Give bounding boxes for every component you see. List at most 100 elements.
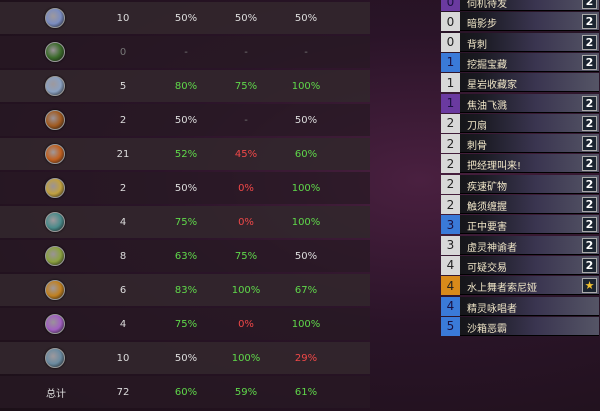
winrate-c2: 50% <box>234 12 258 24</box>
table-row: 10 50% 50% 50% <box>0 2 370 34</box>
table-row: 2 50% - 50% <box>0 104 370 136</box>
deck-card[interactable]: 3 正中要害 2 <box>441 215 599 235</box>
deck-card[interactable]: 2 刺骨 2 <box>441 134 599 154</box>
mana-cost: 2 <box>441 113 460 133</box>
class-icon-11 <box>45 348 65 368</box>
deck-card[interactable]: 0 暗影步 2 <box>441 12 599 32</box>
card-name: 把经理叫来! <box>467 161 522 173</box>
winrate-c3: 50% <box>294 114 318 126</box>
mana-cost: 1 <box>441 73 460 93</box>
deck-card[interactable]: 1 挖掘宝藏 2 <box>441 52 599 72</box>
class-icon-2 <box>45 42 65 62</box>
winrate-c1: - <box>184 46 188 58</box>
mana-cost: 3 <box>441 215 460 235</box>
mana-cost: 0 <box>441 12 460 32</box>
table-row: 8 63% 75% 50% <box>0 240 370 272</box>
card-name: 疾速矿物 <box>467 181 507 193</box>
card-count: 2 <box>582 14 597 30</box>
class-icon-9 <box>45 280 65 300</box>
card-name: 触须缠握 <box>467 202 507 213</box>
winrate-c3: 61% <box>294 386 318 398</box>
winrate-c1: 52% <box>174 148 198 160</box>
table-row: 4 75% 0% 100% <box>0 308 370 340</box>
games-count: 6 <box>119 284 127 296</box>
card-count: 2 <box>582 136 597 152</box>
winrate-c1: 50% <box>174 352 198 364</box>
table-row: 0 - - - <box>0 36 370 68</box>
deck-card[interactable]: 4 精灵咏唱者 <box>441 296 599 316</box>
deck-card[interactable]: 2 疾速矿物 2 <box>441 174 599 194</box>
deck-card[interactable]: 2 刀扇 2 <box>441 113 599 133</box>
table-row: 2 50% 0% 100% <box>0 172 370 204</box>
winrate-c3: 29% <box>294 352 318 364</box>
games-count: 4 <box>119 216 127 228</box>
deck-card[interactable]: 2 把经理叫来! 2 <box>441 154 599 174</box>
mana-cost: 1 <box>441 52 460 72</box>
mana-cost: 3 <box>441 235 460 255</box>
legendary-star-icon: ★ <box>582 278 597 294</box>
winrate-c2: 75% <box>234 250 258 262</box>
class-icon-7 <box>45 212 65 232</box>
card-count: 2 <box>582 237 597 253</box>
table-row: 6 83% 100% 67% <box>0 274 370 306</box>
winrate-c3: 60% <box>294 148 318 160</box>
deck-card[interactable]: 4 水上舞者索尼娅 ★ <box>441 276 599 296</box>
deck-card[interactable]: 3 虚灵神谕者 2 <box>441 235 599 255</box>
class-icon-5 <box>45 144 65 164</box>
class-icon-10 <box>45 314 65 334</box>
class-icon-1 <box>45 8 65 28</box>
card-count: 2 <box>582 54 597 70</box>
mana-cost: 4 <box>441 276 460 296</box>
mana-cost: 5 <box>441 316 460 336</box>
winrate-c2: 45% <box>234 148 258 160</box>
card-name: 精灵咏唱者 <box>467 303 517 315</box>
total-label: 总计 <box>46 388 66 400</box>
table-row: 4 75% 0% 100% <box>0 206 370 238</box>
card-name: 可疑交易 <box>467 262 507 274</box>
mana-cost: 4 <box>441 296 460 316</box>
mana-cost: 2 <box>441 174 460 194</box>
total-row: 总计 72 60% 59% 61% <box>0 376 370 408</box>
winrate-c2: 0% <box>238 318 254 330</box>
mana-cost: 2 <box>441 195 460 214</box>
table-row: 21 52% 45% 60% <box>0 138 370 170</box>
card-name: 焦油飞溅 <box>467 100 507 112</box>
mana-cost: 0 <box>441 0 460 11</box>
deck-card[interactable]: 4 可疑交易 2 <box>441 255 599 275</box>
mana-cost: 2 <box>441 134 460 154</box>
class-icon-6 <box>45 178 65 198</box>
winrate-c3: - <box>304 46 308 58</box>
deck-card[interactable]: 1 焦油飞溅 2 <box>441 93 599 113</box>
mana-cost: 4 <box>441 255 460 275</box>
mana-cost: 1 <box>441 93 460 113</box>
deck-card[interactable]: 0 伺机待发 2 <box>441 0 599 11</box>
winrate-c2: 75% <box>234 80 258 92</box>
winrate-c1: 80% <box>174 80 198 92</box>
winrate-c3: 100% <box>291 318 321 330</box>
winrate-c1: 75% <box>174 216 198 228</box>
class-icon-8 <box>45 246 65 266</box>
winrate-c2: 59% <box>234 386 258 398</box>
winrate-c2: - <box>244 114 248 126</box>
winrate-c1: 50% <box>174 114 198 126</box>
winrate-c1: 60% <box>174 386 198 398</box>
games-count: 8 <box>119 250 127 262</box>
card-count: 2 <box>582 115 597 131</box>
winrate-c1: 50% <box>174 182 198 194</box>
deck-card[interactable]: 0 背刺 2 <box>441 32 599 52</box>
card-count: 2 <box>582 95 597 111</box>
card-count: 2 <box>582 34 597 50</box>
games-count: 10 <box>116 352 130 364</box>
winrate-c1: 50% <box>174 12 198 24</box>
winrate-c2: - <box>244 46 248 58</box>
games-count: 2 <box>119 182 127 194</box>
card-name: 刀扇 <box>467 120 487 132</box>
winrate-c3: 100% <box>291 80 321 92</box>
games-count: 5 <box>119 80 127 92</box>
deck-card[interactable]: 1 星岩收藏家 <box>441 73 599 93</box>
deck-card[interactable]: 5 沙箱恶霸 <box>441 316 599 336</box>
winrate-c1: 63% <box>174 250 198 262</box>
deck-card[interactable]: 2 触须缠握 2 <box>441 195 599 214</box>
card-name: 沙箱恶霸 <box>467 323 507 335</box>
winrate-c2: 0% <box>238 182 254 194</box>
